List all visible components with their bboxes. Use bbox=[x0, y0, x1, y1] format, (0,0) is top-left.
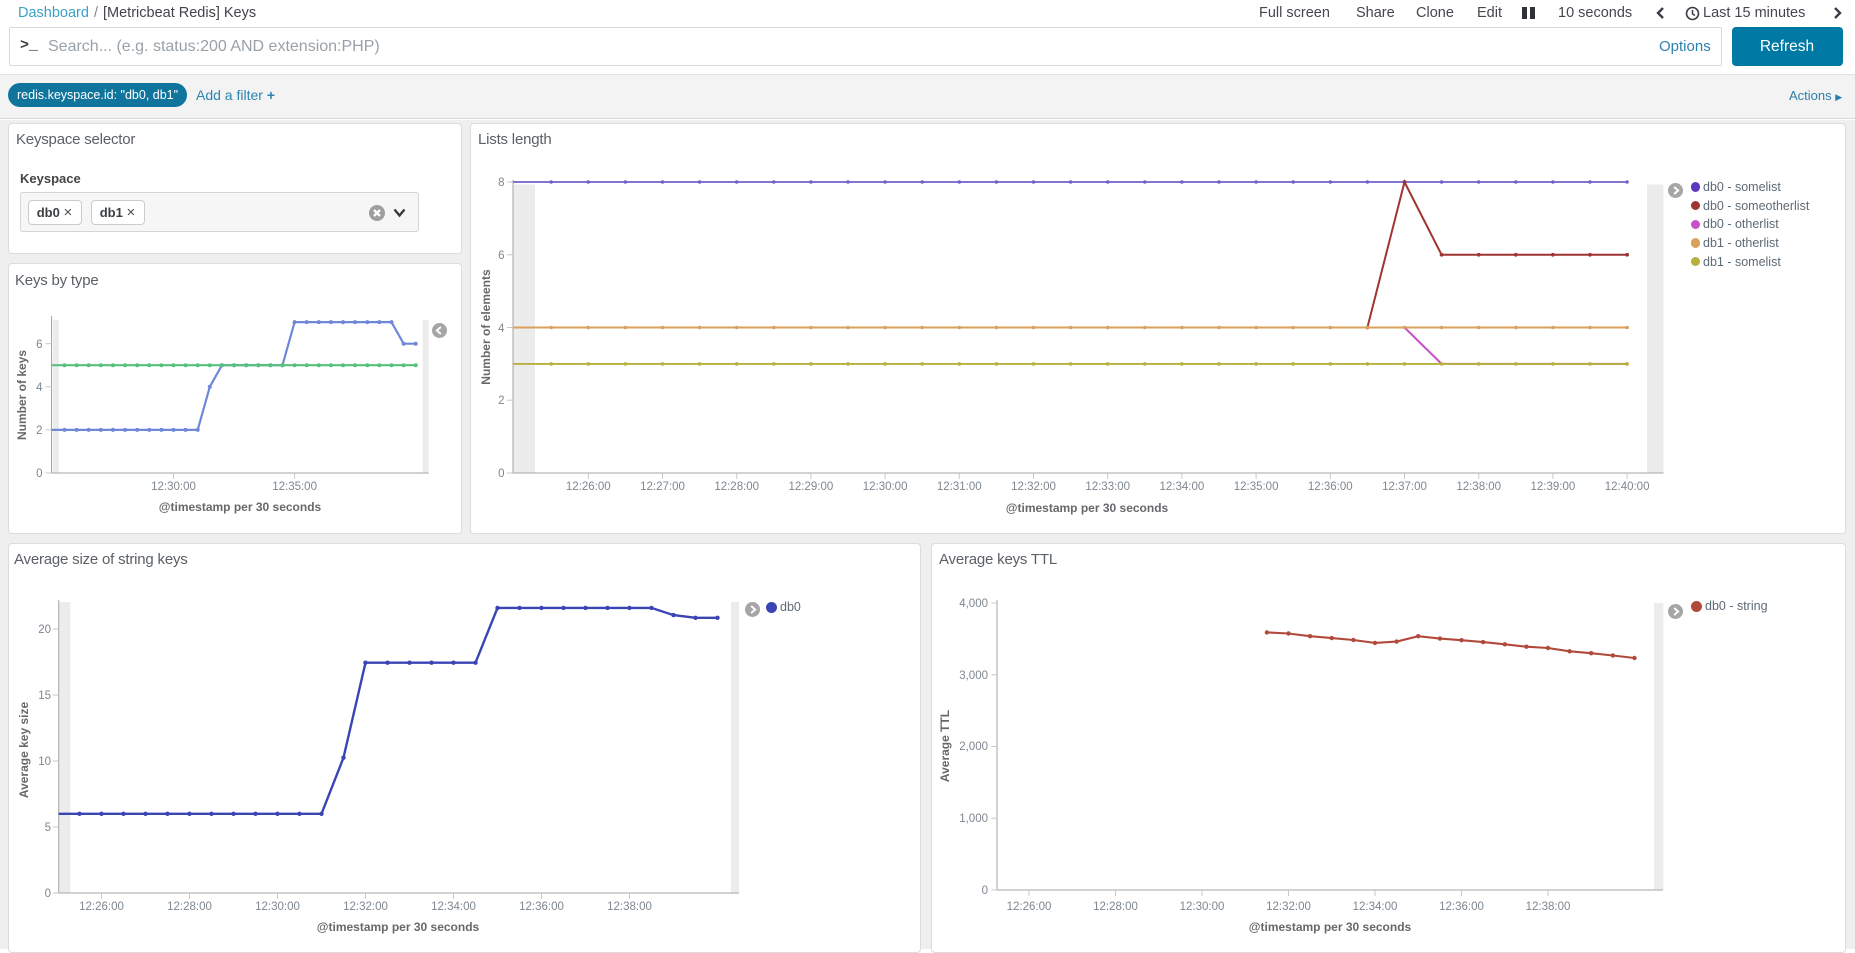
svg-text:12:36:00: 12:36:00 bbox=[519, 901, 564, 913]
svg-text:@timestamp per 30 seconds: @timestamp per 30 seconds bbox=[159, 500, 322, 514]
svg-text:12:40:00: 12:40:00 bbox=[1605, 481, 1650, 493]
svg-text:15: 15 bbox=[38, 690, 51, 702]
svg-text:12:28:00: 12:28:00 bbox=[167, 901, 212, 913]
svg-text:12:28:00: 12:28:00 bbox=[1093, 901, 1138, 913]
svg-text:0: 0 bbox=[45, 888, 51, 900]
svg-text:Average TTL: Average TTL bbox=[938, 710, 952, 782]
svg-text:Number of keys: Number of keys bbox=[15, 350, 29, 440]
svg-text:2,000: 2,000 bbox=[959, 741, 988, 753]
svg-text:12:31:00: 12:31:00 bbox=[937, 481, 982, 493]
svg-text:12:35:00: 12:35:00 bbox=[1234, 481, 1279, 493]
svg-text:12:32:00: 12:32:00 bbox=[343, 901, 388, 913]
svg-text:12:34:00: 12:34:00 bbox=[1353, 901, 1398, 913]
svg-text:2: 2 bbox=[498, 395, 504, 407]
svg-text:12:36:00: 12:36:00 bbox=[1308, 481, 1353, 493]
svg-text:4: 4 bbox=[36, 382, 43, 394]
svg-text:12:32:00: 12:32:00 bbox=[1011, 481, 1056, 493]
svg-text:0: 0 bbox=[498, 468, 504, 480]
svg-text:12:36:00: 12:36:00 bbox=[1439, 901, 1484, 913]
svg-text:12:37:00: 12:37:00 bbox=[1382, 481, 1427, 493]
svg-text:12:38:00: 12:38:00 bbox=[607, 901, 652, 913]
svg-text:1,000: 1,000 bbox=[959, 813, 988, 825]
svg-text:4,000: 4,000 bbox=[959, 598, 988, 610]
svg-text:12:34:00: 12:34:00 bbox=[431, 901, 476, 913]
svg-text:Average key size: Average key size bbox=[17, 702, 31, 799]
svg-text:20: 20 bbox=[38, 624, 51, 636]
svg-text:2: 2 bbox=[36, 425, 42, 437]
svg-text:12:27:00: 12:27:00 bbox=[640, 481, 685, 493]
svg-text:6: 6 bbox=[36, 339, 42, 351]
svg-text:Number of elements: Number of elements bbox=[479, 269, 493, 385]
svg-text:0: 0 bbox=[36, 468, 42, 480]
svg-text:12:28:00: 12:28:00 bbox=[714, 481, 759, 493]
svg-text:6: 6 bbox=[498, 250, 504, 262]
svg-text:5: 5 bbox=[45, 822, 51, 834]
svg-text:12:38:00: 12:38:00 bbox=[1526, 901, 1571, 913]
svg-text:12:26:00: 12:26:00 bbox=[1007, 901, 1052, 913]
svg-text:3,000: 3,000 bbox=[959, 670, 988, 682]
svg-text:12:38:00: 12:38:00 bbox=[1456, 481, 1501, 493]
svg-text:12:35:00: 12:35:00 bbox=[272, 481, 317, 493]
svg-text:12:30:00: 12:30:00 bbox=[151, 481, 196, 493]
svg-text:@timestamp per 30 seconds: @timestamp per 30 seconds bbox=[1006, 501, 1169, 515]
svg-text:12:34:00: 12:34:00 bbox=[1160, 481, 1205, 493]
svg-text:8: 8 bbox=[498, 177, 504, 189]
svg-text:12:26:00: 12:26:00 bbox=[566, 481, 611, 493]
svg-text:12:30:00: 12:30:00 bbox=[255, 901, 300, 913]
svg-text:12:39:00: 12:39:00 bbox=[1531, 481, 1576, 493]
svg-text:12:29:00: 12:29:00 bbox=[789, 481, 834, 493]
svg-text:12:30:00: 12:30:00 bbox=[1180, 901, 1225, 913]
svg-text:12:30:00: 12:30:00 bbox=[863, 481, 908, 493]
svg-text:@timestamp per 30 seconds: @timestamp per 30 seconds bbox=[317, 920, 480, 934]
svg-text:@timestamp per 30 seconds: @timestamp per 30 seconds bbox=[1249, 920, 1412, 934]
svg-text:10: 10 bbox=[38, 756, 51, 768]
svg-text:12:32:00: 12:32:00 bbox=[1266, 901, 1311, 913]
svg-text:4: 4 bbox=[498, 323, 505, 335]
svg-text:12:26:00: 12:26:00 bbox=[79, 901, 124, 913]
svg-text:12:33:00: 12:33:00 bbox=[1085, 481, 1130, 493]
svg-text:0: 0 bbox=[982, 885, 988, 897]
